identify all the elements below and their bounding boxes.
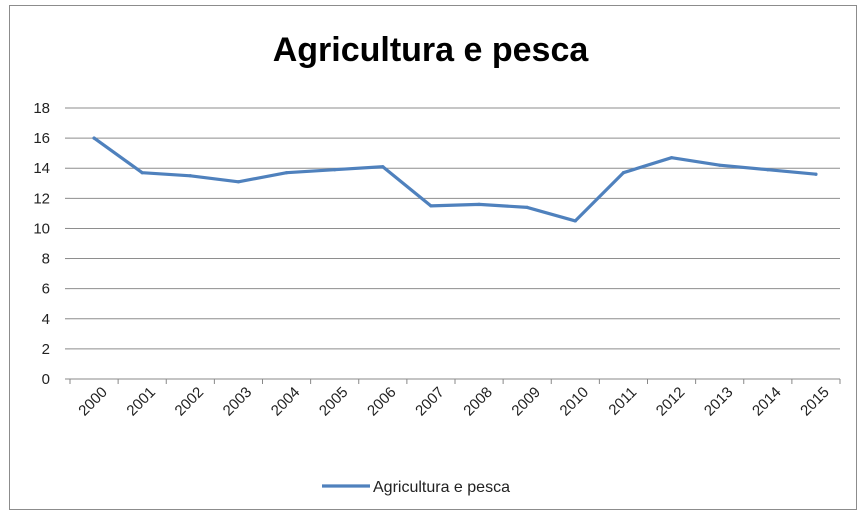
x-tick-label: 2013 [701,384,737,420]
x-tick-label: 2006 [364,384,400,420]
y-tick-label: 12 [33,190,50,207]
data-point [477,202,481,206]
data-point [814,172,818,176]
x-tick-label: 2001 [123,384,159,420]
data-point [236,180,241,184]
data-point [573,219,577,223]
data-point [140,171,144,175]
data-point [429,204,433,208]
data-point [525,205,529,209]
chart-title: Agricultura e pesca [272,31,589,69]
y-tick-label: 6 [42,281,50,298]
x-tick-label: 2002 [172,384,208,420]
x-tick-label: 2004 [268,384,304,420]
x-tick-label: 2012 [653,384,689,420]
data-point [669,156,674,160]
y-tick-label: 4 [42,311,50,328]
y-tick-label: 2 [42,341,50,358]
data-point [284,171,289,175]
x-tick-label: 2000 [75,384,111,420]
x-tick-label: 2014 [749,384,785,420]
data-point [621,171,626,175]
chart-area [9,5,857,510]
data-point [333,168,337,172]
legend-label: Agricultura e pesca [373,479,510,496]
data-point [188,174,192,178]
x-tick-label: 2007 [412,384,448,420]
x-tick-label: 2015 [797,384,833,420]
y-tick-label: 10 [33,220,50,237]
series-line [92,136,818,223]
y-tick-label: 14 [33,160,50,177]
x-tick-label: 2008 [460,384,496,420]
y-tick-label: 16 [33,130,50,147]
y-tick-label: 18 [33,100,50,117]
data-point [381,165,385,169]
y-tick-label: 0 [42,371,50,388]
x-tick-label: 2009 [508,384,544,420]
x-tick-label: 2003 [220,384,256,420]
data-point [718,163,722,167]
x-tick-label: 2011 [605,384,640,419]
data-point [92,136,96,140]
data-point [766,168,770,172]
x-tick-label: 2010 [557,384,593,420]
y-tick-label: 8 [42,251,50,268]
x-tick-label: 2005 [316,384,352,420]
